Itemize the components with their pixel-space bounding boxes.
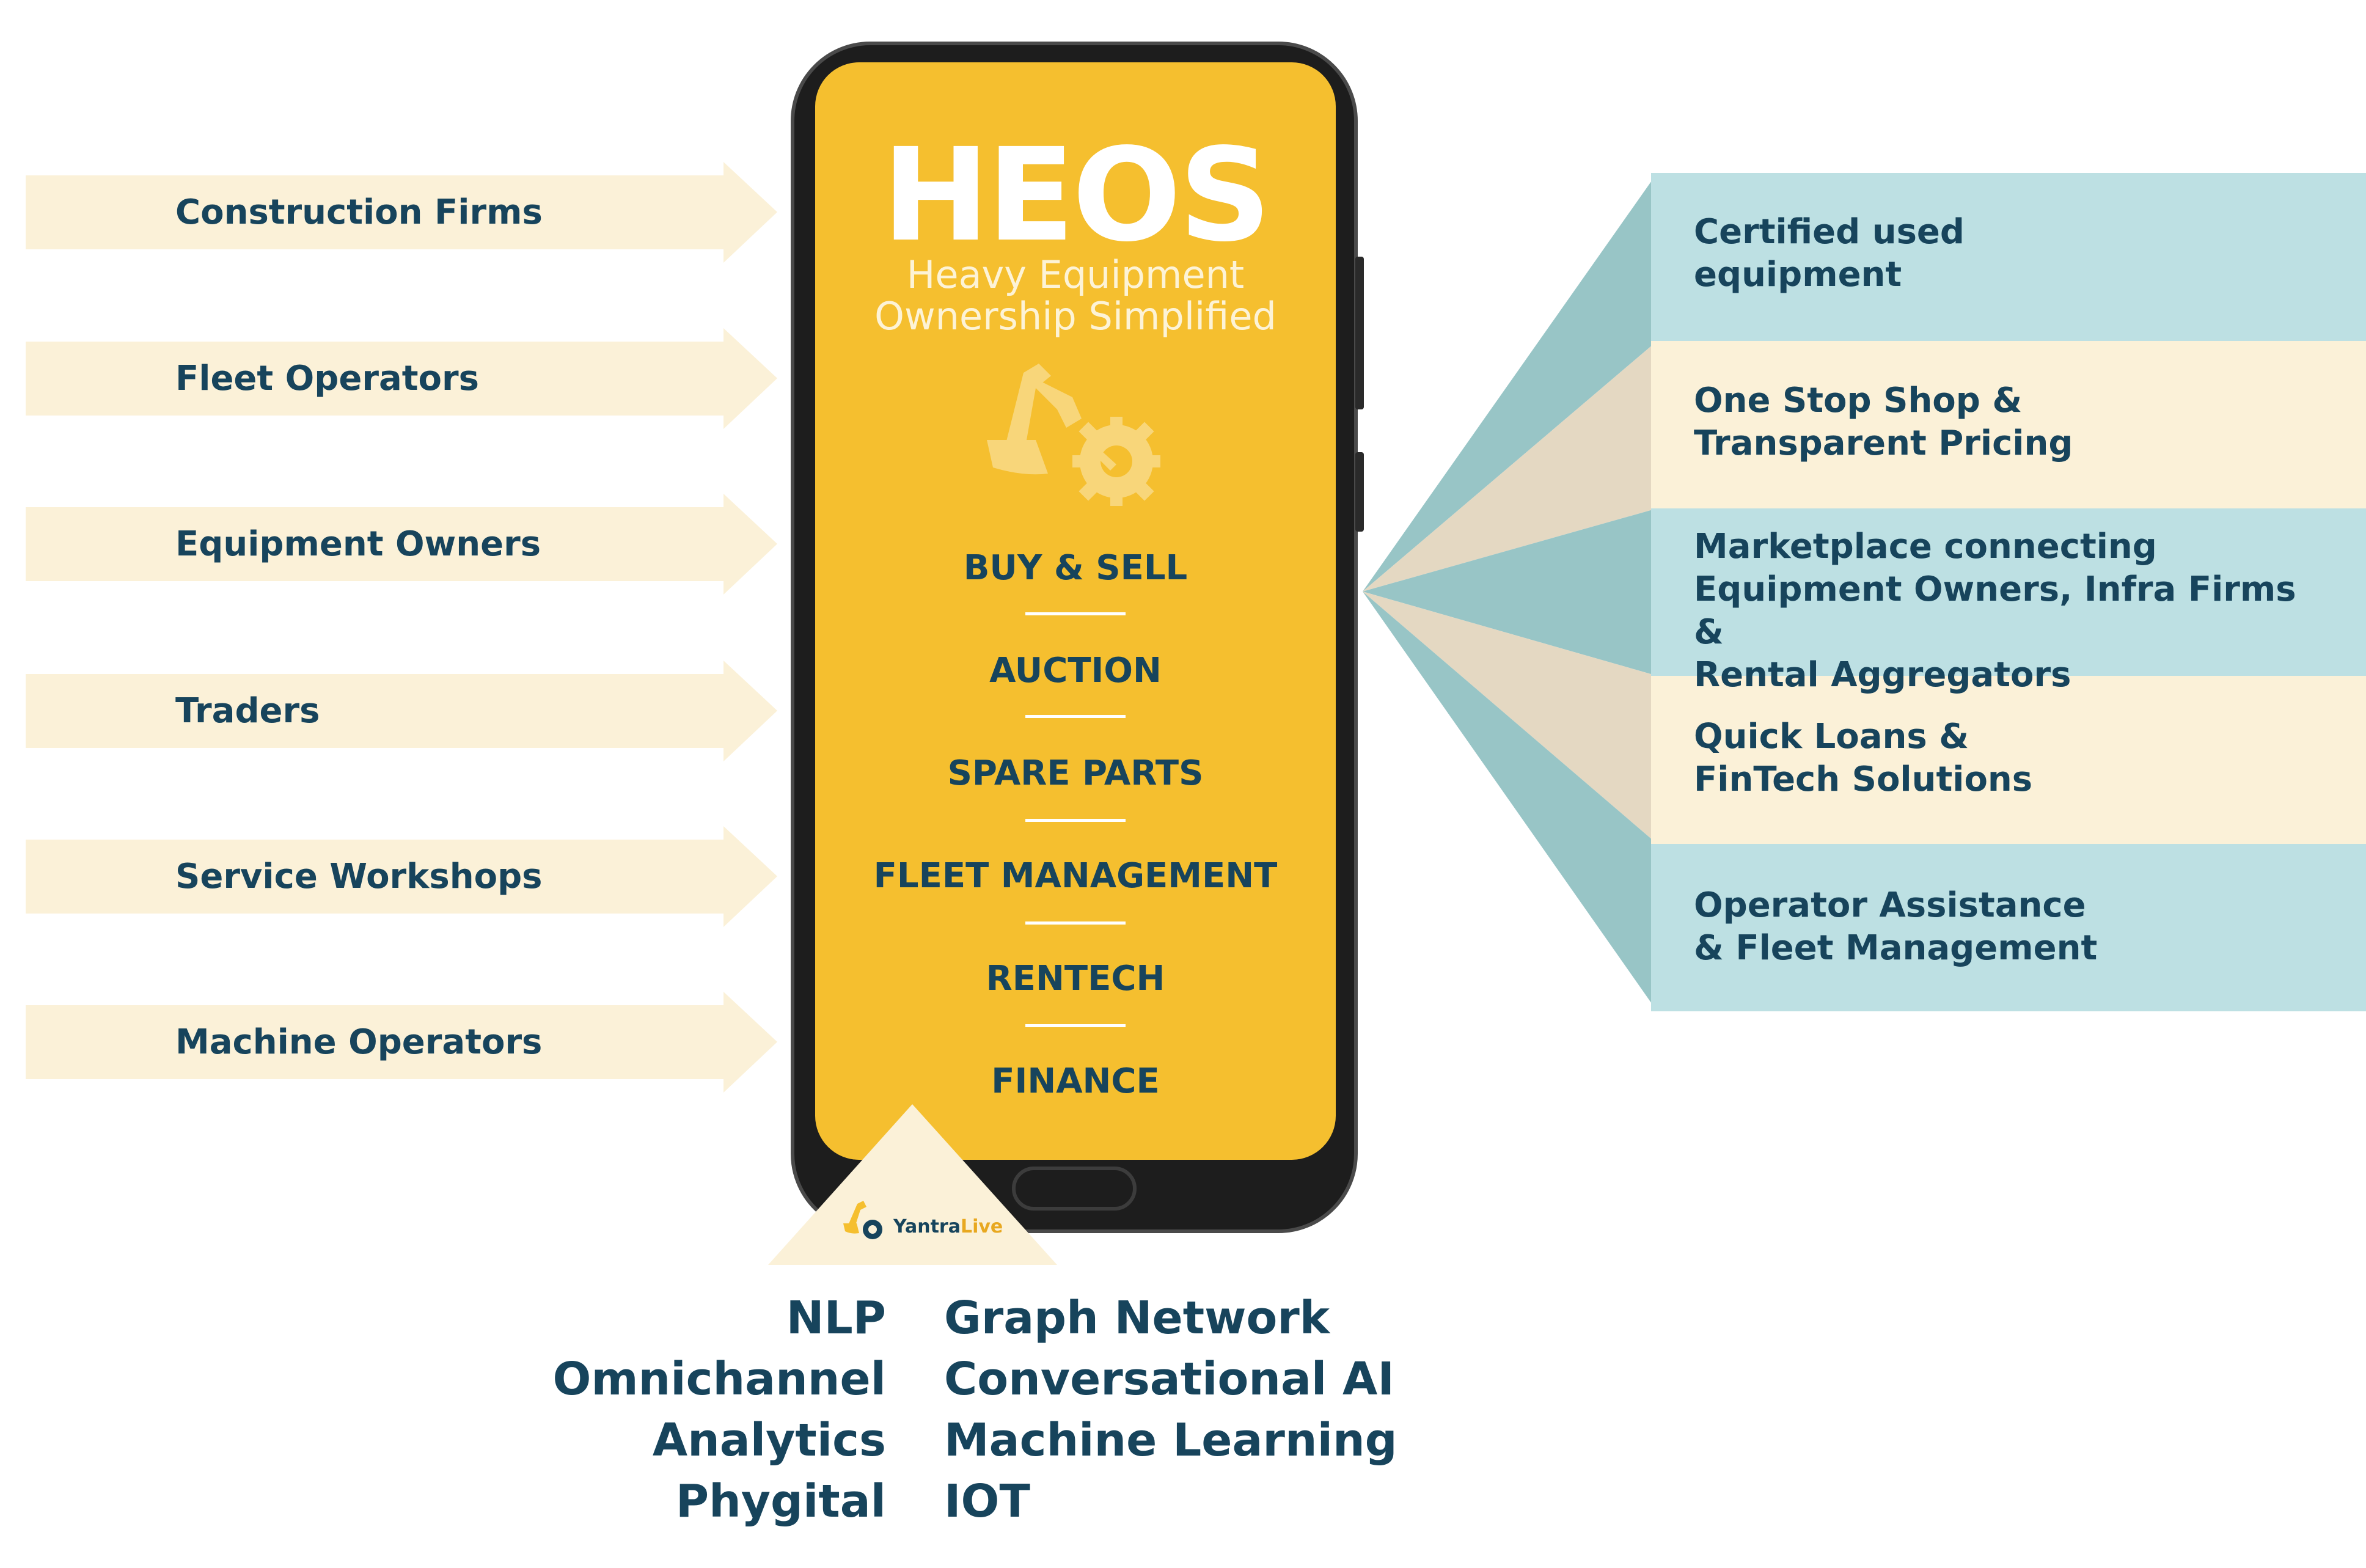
tech-term: Omnichannel — [552, 1353, 886, 1405]
segment-label: Service Workshops — [175, 857, 543, 896]
menu-item-buy-sell[interactable]: BUY & SELL — [963, 548, 1188, 588]
logo-text-part: Live — [960, 1216, 1003, 1237]
feature-text: Certified used equipment — [1694, 212, 1965, 295]
segment-arrow: Construction Firms — [26, 162, 777, 263]
segment-arrow: Service Workshops — [26, 826, 777, 927]
phone-side-button — [1355, 452, 1364, 532]
segment-label: Equipment Owners — [175, 524, 541, 564]
menu-item-fleet-management[interactable]: FLEET MANAGEMENT — [873, 856, 1278, 896]
menu-item-auction[interactable]: AUCTION — [989, 651, 1162, 691]
phone-home-button — [1012, 1167, 1137, 1211]
app-title: HEOS — [882, 120, 1272, 270]
feature-text: Quick Loans & FinTech Solutions — [1694, 717, 2033, 799]
menu-item-finance[interactable]: FINANCE — [991, 1061, 1160, 1101]
menu-item-spare-parts[interactable]: SPARE PARTS — [947, 753, 1204, 793]
menu-divider — [1025, 1024, 1126, 1027]
tech-term: Conversational AI — [944, 1353, 1394, 1405]
menu-divider — [1025, 612, 1126, 615]
segment-arrow: Machine Operators — [26, 992, 777, 1093]
feature-text: One Stop Shop & Transparent Pricing — [1694, 381, 2073, 463]
menu-divider — [1025, 921, 1126, 925]
tech-term: NLP — [786, 1292, 886, 1344]
menu-divider — [1025, 715, 1126, 718]
segment-arrow: Fleet Operators — [26, 328, 777, 429]
tech-term: Analytics — [652, 1414, 886, 1467]
phone-screen — [815, 62, 1336, 1160]
logo-text-part: Yantra — [893, 1216, 961, 1237]
yantralive-logo: YantraLive — [893, 1216, 1003, 1237]
tech-term: Phygital — [675, 1475, 886, 1528]
segment-arrow: Traders — [26, 661, 777, 761]
segment-label: Machine Operators — [175, 1022, 543, 1062]
app-subtitle: Heavy Equipment — [906, 252, 1245, 297]
segment-label: Traders — [175, 691, 320, 731]
phone-side-button — [1355, 257, 1364, 409]
tech-term: Graph Network — [944, 1292, 1330, 1344]
segment-label: Construction Firms — [175, 192, 543, 232]
menu-divider — [1025, 819, 1126, 822]
feature-text: Operator Assistance & Fleet Management — [1694, 885, 2098, 968]
feature-text: Marketplace connecting Equipment Owners,… — [1694, 527, 2296, 695]
segment-label: Fleet Operators — [175, 359, 479, 398]
segment-arrow: Equipment Owners — [26, 494, 777, 595]
yantralive-logo-icon — [843, 1201, 882, 1239]
tech-term: IOT — [944, 1475, 1030, 1528]
app-subtitle: Ownership Simplified — [874, 294, 1276, 339]
menu-item-rentech[interactable]: RENTECH — [986, 959, 1165, 998]
excavator-gear-icon — [987, 364, 1160, 506]
tech-term: Machine Learning — [944, 1414, 1397, 1467]
